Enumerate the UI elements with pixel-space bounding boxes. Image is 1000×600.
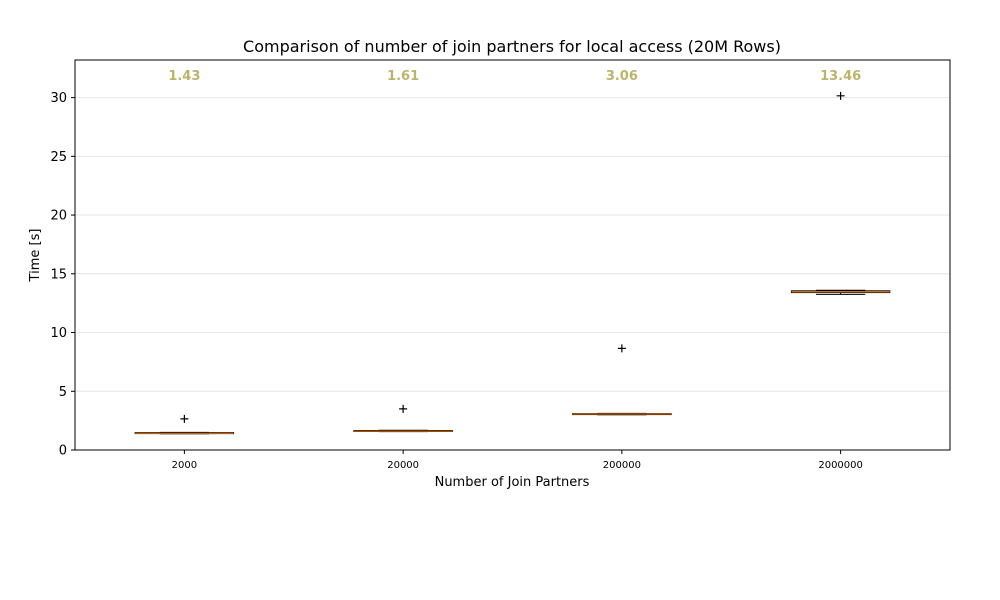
box-group: [572, 344, 672, 416]
flier-point: [180, 414, 189, 423]
boxes: [134, 91, 891, 435]
y-axis-label: Time [s]: [28, 229, 43, 283]
x-tick-label: 2000000: [818, 460, 863, 471]
flier-point: [836, 91, 845, 100]
grid-lines: [75, 97, 950, 451]
flier-point: [399, 404, 408, 413]
y-axis: 0 5 10 15 20 25 30: [50, 91, 75, 459]
y-tick-label: 10: [50, 326, 67, 341]
y-tick-label: 25: [50, 150, 67, 165]
y-tick-label: 5: [59, 385, 67, 400]
x-tick-label: 2000: [172, 460, 197, 471]
y-tick-label: 30: [50, 91, 67, 106]
median-value-label: 13.46: [820, 69, 861, 84]
y-tick-label: 15: [50, 267, 67, 282]
box-group: [134, 414, 235, 435]
x-axis-label: Number of Join Partners: [435, 475, 590, 490]
x-tick-label: 20000: [387, 460, 419, 471]
x-axis: 2000 20000 200000 2000000: [172, 450, 863, 471]
chart-title: Comparison of number of join partners fo…: [243, 37, 781, 56]
box-group: [790, 91, 891, 295]
median-labels: 1.43 1.61 3.06 13.46: [168, 69, 861, 84]
box-group: [353, 404, 453, 433]
median-value-label: 1.61: [387, 69, 419, 84]
y-tick-label: 0: [59, 444, 67, 459]
median-value-label: 3.06: [606, 69, 638, 84]
plot-area-frame: [74, 59, 951, 451]
y-tick-label: 20: [50, 209, 67, 224]
flier-point: [617, 344, 626, 353]
median-value-label: 1.43: [168, 69, 200, 84]
x-tick-label: 200000: [603, 460, 641, 471]
